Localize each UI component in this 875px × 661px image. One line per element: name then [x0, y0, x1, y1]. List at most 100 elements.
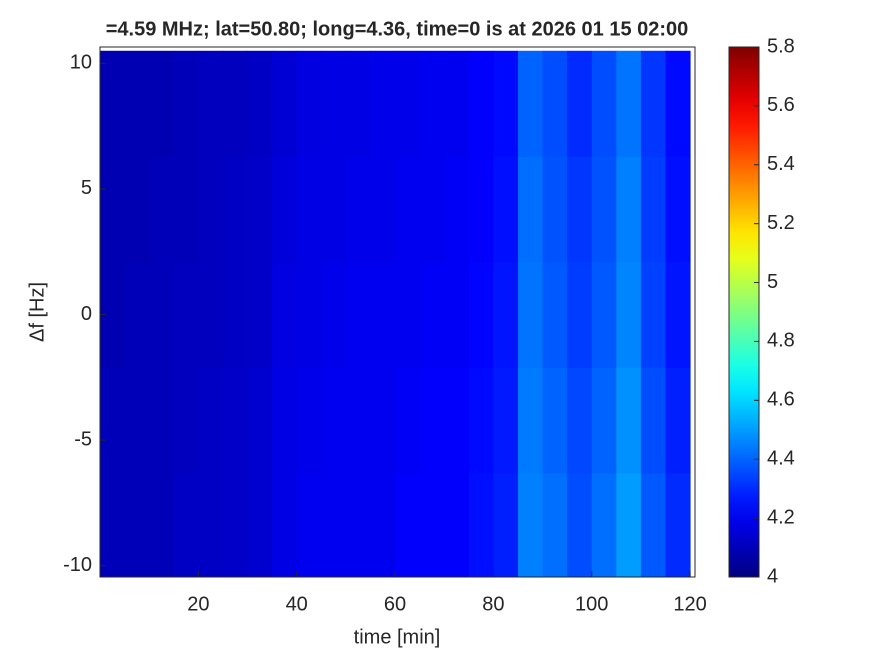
heat-cell	[222, 367, 249, 474]
heat-cell	[124, 261, 150, 368]
heat-cell	[640, 367, 666, 474]
heat-cell	[542, 367, 568, 474]
heat-cell	[444, 50, 470, 157]
heat-cell	[370, 50, 396, 157]
heat-cell	[124, 50, 150, 157]
heat-cell	[100, 156, 126, 263]
heat-cell	[272, 472, 298, 577]
heat-cell	[370, 367, 396, 474]
heat-cell	[345, 156, 371, 263]
heat-cell	[419, 156, 445, 263]
heat-cell	[444, 472, 470, 577]
heat-cell	[222, 50, 249, 157]
heat-cell	[321, 156, 347, 263]
heat-cell	[222, 156, 249, 263]
heat-cell	[296, 367, 322, 474]
x-axis-label: time [min]	[354, 626, 441, 648]
heat-cell	[395, 156, 421, 263]
colorbar-tick-label: 5	[767, 271, 778, 293]
x-tick-label: 120	[673, 593, 706, 615]
heat-cell	[198, 472, 224, 577]
heat-cell	[124, 367, 150, 474]
heat-cell	[395, 261, 421, 368]
heat-cell	[395, 367, 421, 474]
x-tick-label: 20	[187, 593, 209, 615]
heat-cell	[173, 261, 199, 368]
heat-cell	[444, 156, 470, 263]
heat-cell	[567, 472, 593, 577]
heat-cell	[198, 156, 224, 263]
heat-cell	[247, 156, 273, 263]
heat-cell	[665, 50, 691, 157]
heat-cell	[640, 261, 666, 368]
colorbar-tick-label: 5.8	[767, 35, 795, 57]
heat-cell	[468, 472, 494, 577]
y-tick-label: 5	[81, 177, 92, 199]
heat-cell	[419, 50, 445, 157]
heat-cell	[468, 50, 494, 157]
heat-cell	[345, 472, 371, 577]
heat-cell	[419, 261, 445, 368]
heat-cell	[173, 472, 199, 577]
heat-cell	[665, 261, 691, 368]
heat-cell	[370, 156, 396, 263]
heat-cell	[591, 261, 617, 368]
heat-cell	[567, 50, 593, 157]
heat-cell	[395, 472, 421, 577]
heat-cell	[247, 472, 273, 577]
heat-cell	[370, 261, 396, 368]
heat-cell	[149, 367, 175, 474]
colorbar-tick-label: 5.2	[767, 212, 795, 234]
heat-cell	[567, 261, 593, 368]
heat-cell	[173, 50, 199, 157]
heat-cell	[591, 367, 617, 474]
heat-cell	[468, 261, 494, 368]
y-tick-label: 0	[81, 303, 92, 325]
heat-cell	[640, 472, 666, 577]
heat-cell	[222, 472, 249, 577]
x-tick-label: 100	[575, 593, 608, 615]
heat-cell	[444, 367, 470, 474]
heat-cell	[493, 50, 519, 157]
heat-cell	[296, 50, 322, 157]
heat-cell	[100, 50, 126, 157]
heat-cell	[198, 261, 224, 368]
colorbar-tick-label: 4.6	[767, 389, 795, 411]
heat-cell	[124, 156, 150, 263]
y-tick-label: -5	[74, 428, 92, 450]
heat-cell	[493, 261, 519, 368]
y-tick-label: 10	[70, 52, 92, 74]
x-tick-label: 40	[286, 593, 308, 615]
heat-cell	[296, 156, 322, 263]
x-tick-label: 60	[384, 593, 406, 615]
heat-cell	[616, 156, 642, 263]
y-tick-label: -10	[63, 554, 92, 576]
heat-cell	[616, 472, 642, 577]
heat-cell	[124, 472, 150, 577]
heat-cell	[247, 261, 273, 368]
heat-cell	[542, 472, 568, 577]
heat-cell	[517, 261, 544, 368]
heat-cell	[395, 50, 421, 157]
heat-cell	[272, 367, 298, 474]
heat-cell	[100, 367, 126, 474]
heat-cell	[591, 472, 617, 577]
heat-cell	[321, 472, 347, 577]
colorbar-tick-label: 4	[767, 565, 778, 587]
heatmap	[100, 50, 691, 577]
heat-cell	[100, 472, 126, 577]
heat-cell	[321, 50, 347, 157]
colorbar-tick-label: 5.6	[767, 94, 795, 116]
colorbar-tick-label: 4.2	[767, 506, 795, 528]
heat-cell	[567, 156, 593, 263]
heat-cell	[345, 367, 371, 474]
heat-cell	[370, 472, 396, 577]
heat-cell	[591, 50, 617, 157]
heat-cell	[198, 367, 224, 474]
heat-cell	[640, 156, 666, 263]
heat-cell	[272, 156, 298, 263]
heat-cell	[591, 156, 617, 263]
heat-cell	[296, 261, 322, 368]
heat-cell	[493, 156, 519, 263]
colorbar-tick-label: 4.4	[767, 448, 795, 470]
